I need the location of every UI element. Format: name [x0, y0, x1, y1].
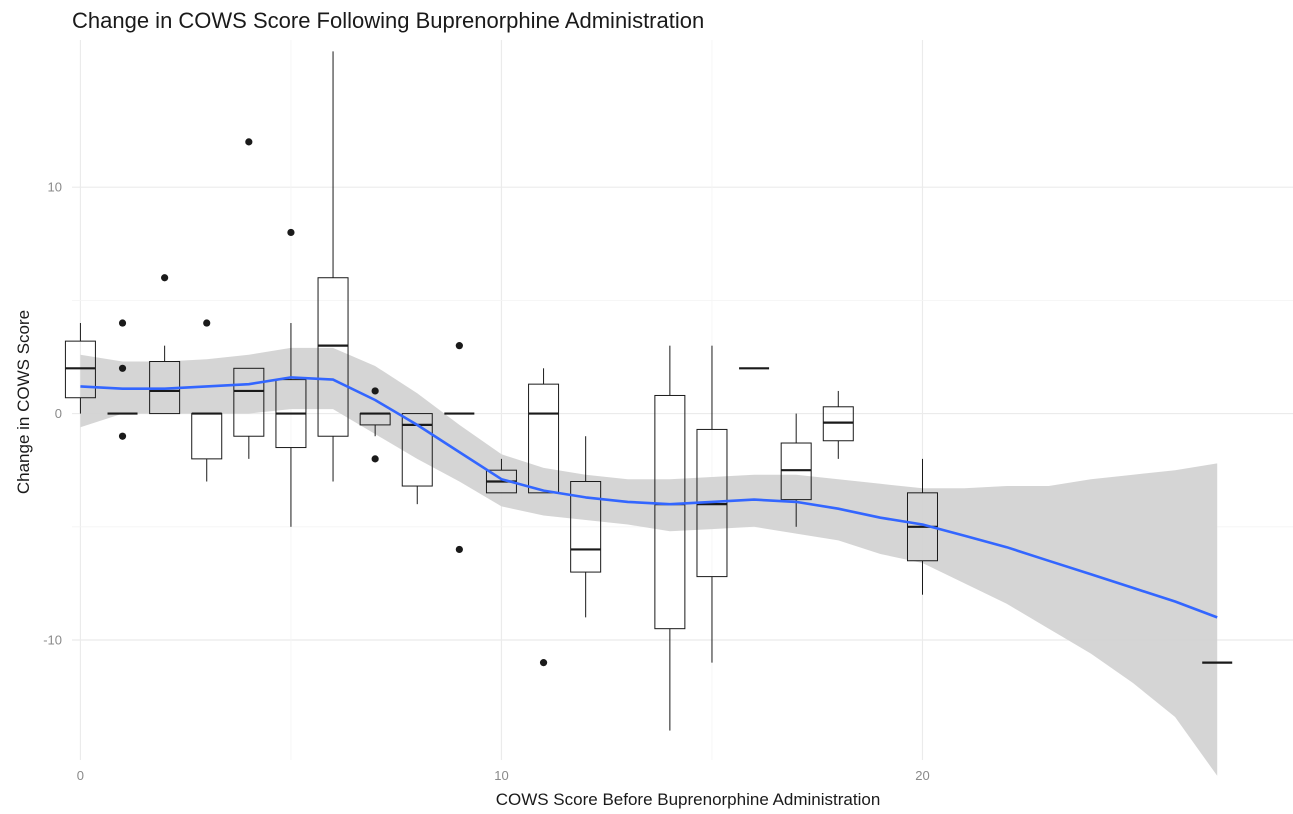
box-iqr — [528, 383, 560, 494]
boxplot-x-3 — [191, 319, 223, 482]
outlier-point — [245, 138, 253, 146]
y-axis-title: Change in COWS Score — [14, 310, 33, 494]
outlier-point — [371, 455, 379, 463]
box-iqr — [570, 481, 602, 573]
boxplot-x-15 — [696, 345, 728, 663]
outlier-point — [455, 545, 463, 554]
y-tick-label: 10 — [48, 180, 62, 195]
y-tick-label: -10 — [43, 633, 62, 648]
smooth-line-layer — [80, 376, 1218, 619]
confidence-ribbon — [80, 347, 1218, 776]
boxplot-x-11 — [528, 368, 560, 667]
box-iqr — [401, 413, 433, 487]
confidence-band — [80, 347, 1218, 776]
x-tick-label: 10 — [494, 768, 508, 783]
x-axis-title: COWS Score Before Buprenorphine Administ… — [496, 790, 881, 809]
boxplot-x-12 — [570, 436, 602, 618]
box-iqr — [64, 340, 96, 399]
box-iqr — [822, 406, 854, 442]
boxplot-x-0 — [64, 323, 96, 414]
outlier-point — [203, 319, 211, 327]
boxplot-x-4 — [233, 138, 265, 459]
boxplot-x-18 — [822, 390, 854, 459]
outlier-point — [371, 387, 379, 395]
y-tick-label: 0 — [55, 406, 62, 421]
outlier-point — [161, 274, 169, 282]
smooth-line — [80, 376, 1218, 619]
x-tick-label: 20 — [915, 768, 929, 783]
boxplot-x-6 — [317, 51, 349, 482]
box-iqr — [654, 394, 686, 630]
outlier-point — [539, 659, 548, 667]
outlier-point — [118, 364, 127, 372]
boxplot-x-14 — [654, 345, 686, 731]
box-iqr — [233, 367, 265, 437]
outlier-point — [118, 432, 127, 440]
boxplot-x-9 — [444, 342, 475, 554]
x-tick-label: 0 — [77, 768, 84, 783]
chart-title: Change in COWS Score Following Buprenorp… — [72, 8, 705, 33]
box-iqr — [780, 442, 812, 501]
boxplot-x-17 — [780, 413, 812, 527]
outlier-point — [118, 319, 127, 327]
grid-lines — [72, 40, 1293, 760]
outlier-point — [455, 342, 463, 350]
boxplot-x-1 — [107, 319, 138, 440]
box-iqr — [317, 277, 349, 437]
boxplot-x-5 — [275, 228, 307, 527]
box-iqr — [191, 413, 223, 460]
outlier-point — [287, 228, 295, 237]
tick-labels: 0 10 20 -10 0 10 — [43, 180, 930, 783]
boxplot-x-7 — [359, 387, 391, 463]
